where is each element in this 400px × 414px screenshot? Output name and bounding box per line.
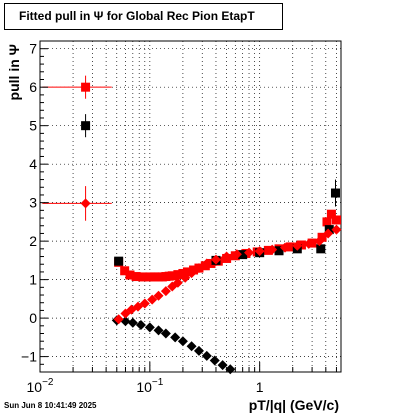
data-point xyxy=(160,286,171,297)
x-tick-label: 10−1 xyxy=(136,377,163,395)
data-point xyxy=(193,345,204,356)
data-point xyxy=(172,277,183,288)
data-point xyxy=(317,232,327,242)
data-point xyxy=(180,272,191,283)
data-point xyxy=(330,188,340,198)
data-point xyxy=(167,271,177,281)
timestamp: Sun Jun 8 10:41:49 2025 xyxy=(4,401,97,410)
data-point xyxy=(114,256,124,266)
data-point xyxy=(201,258,212,269)
data-point xyxy=(173,270,183,280)
data-point xyxy=(244,247,255,258)
data-point xyxy=(120,266,130,276)
data-point xyxy=(322,217,332,227)
data-point xyxy=(81,121,91,131)
y-tick-label: 6 xyxy=(29,79,37,95)
data-point xyxy=(170,332,181,343)
data-point xyxy=(189,265,199,275)
data-point xyxy=(177,336,188,347)
data-point xyxy=(135,320,146,331)
y-tick-label: 4 xyxy=(29,156,37,172)
data-point xyxy=(209,355,220,366)
data-point xyxy=(254,246,265,257)
data-point xyxy=(316,244,326,254)
x-tick-base: 10 xyxy=(27,379,43,395)
series-3 xyxy=(42,186,342,325)
y-tick-label: −1 xyxy=(21,349,37,365)
x-axis-label: pT/|q| (GeV/c) xyxy=(249,397,339,413)
y-tick-label: 0 xyxy=(29,310,37,326)
data-point xyxy=(138,272,148,282)
data-point xyxy=(326,209,336,219)
data-point xyxy=(331,215,341,225)
plot-frame xyxy=(39,40,342,373)
y-tick-label: 5 xyxy=(29,118,37,134)
y-tick-label: 3 xyxy=(29,195,37,211)
data-point xyxy=(139,298,150,309)
x-tick-base: 10 xyxy=(136,379,152,395)
data-point xyxy=(160,328,171,339)
data-point xyxy=(127,317,138,328)
data-point xyxy=(285,242,295,252)
data-point xyxy=(193,263,204,274)
x-tick-label: 1 xyxy=(256,379,264,395)
data-point xyxy=(201,350,212,361)
data-point xyxy=(238,250,248,260)
data-point xyxy=(331,224,342,235)
series-group xyxy=(42,75,342,375)
data-point xyxy=(147,294,158,305)
data-point xyxy=(81,82,91,92)
data-point xyxy=(178,268,188,278)
x-tick-exponent: −2 xyxy=(42,377,54,388)
data-point xyxy=(153,325,164,336)
data-point xyxy=(153,290,164,301)
y-axis-label: pull in Ψ xyxy=(6,44,22,100)
y-tick-label: 1 xyxy=(29,272,37,288)
data-point xyxy=(131,272,141,282)
data-point xyxy=(144,322,155,333)
data-point xyxy=(186,341,197,352)
data-point xyxy=(182,267,192,277)
data-point xyxy=(217,360,228,371)
data-point xyxy=(267,244,278,255)
data-point xyxy=(125,270,135,280)
data-point xyxy=(80,198,91,209)
data-point xyxy=(323,228,334,239)
data-point xyxy=(274,246,284,256)
data-point xyxy=(113,314,124,325)
data-point xyxy=(279,242,290,253)
plot-border xyxy=(39,40,342,373)
data-point xyxy=(292,240,303,251)
data-point xyxy=(210,254,221,265)
y-tick-label: 2 xyxy=(29,233,37,249)
data-point xyxy=(314,236,325,247)
x-tick-exponent: −1 xyxy=(152,377,164,388)
chart-title: Fitted pull in Ψ for Global Rec Pion Eta… xyxy=(4,3,283,30)
y-tick-label: 7 xyxy=(29,41,37,57)
data-point xyxy=(231,249,242,260)
data-point xyxy=(221,251,232,262)
x-tick-label: 10−2 xyxy=(27,377,54,395)
data-point xyxy=(145,272,155,282)
data-point xyxy=(225,364,236,375)
x-tick-base: 1 xyxy=(256,379,264,395)
data-point xyxy=(186,268,197,279)
data-point xyxy=(303,238,314,249)
series-2 xyxy=(111,315,236,375)
